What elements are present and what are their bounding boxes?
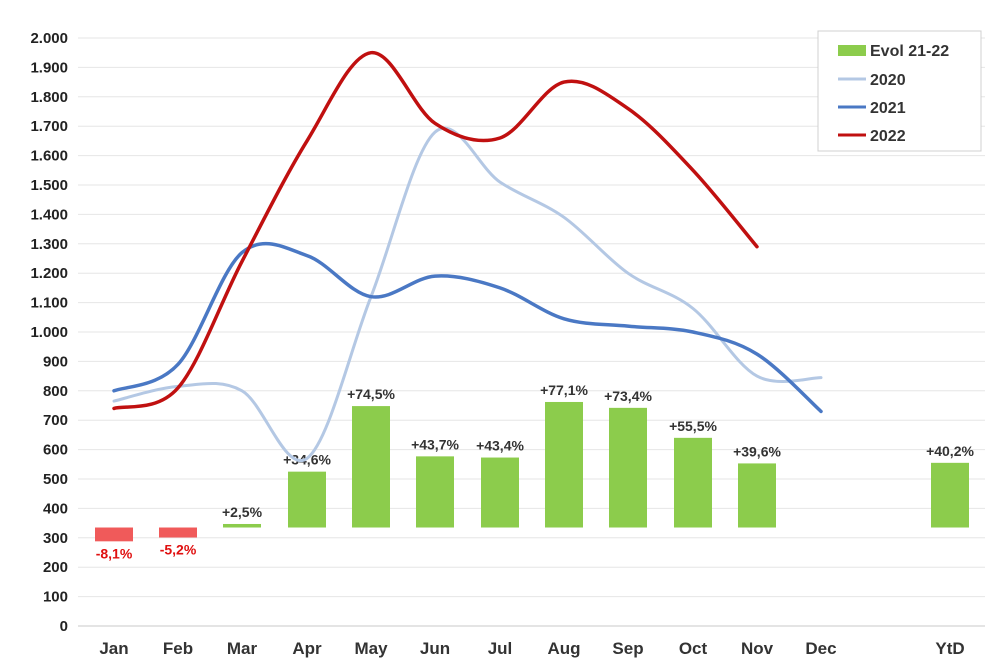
bar-may [352,406,390,528]
line-series [112,50,823,463]
y-tick-label: 100 [43,589,68,606]
bar-oct [674,437,712,528]
y-axis: 0 100 200 300 400 500 600 700 800 900 1.000 1.100 1.… [30,30,68,635]
legend-label-2021: 2021 [870,100,906,117]
x-tick-label-feb: Feb [163,639,193,658]
bar-apr [288,471,326,528]
y-tick-label: 1.600 [30,148,68,165]
bar-label-may: +74,5% [347,386,395,402]
y-tick-label: 1.500 [30,177,68,194]
y-tick-label: 900 [43,353,68,370]
legend-label-2020: 2020 [870,72,906,89]
y-tick-label: 0 [60,618,68,635]
y-tick-label: 1.000 [30,324,68,341]
y-tick-label: 2.000 [30,30,68,47]
y-tick-label: 1.300 [30,236,68,253]
bar-jan [95,527,133,542]
y-tick-label: 1.700 [30,118,68,135]
legend: Evol 21-22 2020 2021 2022 [817,30,982,152]
x-tick-label-ytd: YtD [935,639,964,658]
x-axis: Jan Feb Mar Apr May Jun Jul Aug Sep Oct Nov Dec YtD [99,639,964,658]
y-tick-label: 400 [43,500,68,517]
legend-swatch-evol [838,45,866,56]
bar-label-nov: +39,6% [733,443,781,459]
bar-feb [159,527,197,538]
bar-ytd [931,462,969,528]
line-series-2022 [112,50,759,411]
y-tick-label: 200 [43,559,68,576]
bar-label-sep: +73,4% [604,388,652,404]
bar-jun [416,456,454,528]
x-tick-label-sep: Sep [612,639,643,658]
bar-data-labels: -8,1% -5,2%+2,5%+34,6%+74,5%+43,7% +43,4%+… [96,382,975,561]
bar-label-jul: +43,4% [476,438,524,454]
x-tick-label-jun: Jun [420,639,450,658]
bar-label-jan: -8,1% [96,545,133,561]
y-tick-label: 700 [43,412,68,429]
legend-label-2022: 2022 [870,128,906,145]
x-tick-label-oct: Oct [679,639,708,658]
y-tick-label: 1.900 [30,59,68,76]
bar-label-jun: +43,7% [411,436,459,452]
line-series-2020 [112,126,823,463]
y-tick-label: 600 [43,442,68,459]
x-tick-label-dec: Dec [805,639,836,658]
bar-nov [738,463,776,528]
bar-label-feb: -5,2% [160,542,197,558]
y-tick-label: 1.800 [30,89,68,106]
y-tick-label: 1.400 [30,206,68,223]
bar-series-evol-21-22 [95,401,969,542]
x-tick-label-jul: Jul [488,639,513,658]
y-tick-label: 300 [43,530,68,547]
y-tick-label: 1.200 [30,265,68,282]
bar-aug [545,401,583,528]
bar-label-oct: +55,5% [669,418,717,434]
bar-label-aug: +77,1% [540,382,588,398]
bar-label-ytd: +40,2% [926,443,974,459]
x-tick-label-mar: Mar [227,639,258,658]
gridlines [78,37,985,627]
bar-label-mar: +2,5% [222,504,263,520]
bar-sep [609,407,647,528]
x-tick-label-apr: Apr [292,639,322,658]
legend-label-evol: Evol 21-22 [870,43,949,60]
x-tick-label-nov: Nov [741,639,774,658]
bar-jul [481,457,519,528]
x-tick-label-jan: Jan [99,639,128,658]
x-tick-label-may: May [354,639,388,658]
bar-mar [223,523,261,528]
y-tick-label: 800 [43,383,68,400]
y-tick-label: 500 [43,471,68,488]
x-tick-label-aug: Aug [547,639,580,658]
y-tick-label: 1.100 [30,295,68,312]
line-series-2021 [112,241,823,414]
